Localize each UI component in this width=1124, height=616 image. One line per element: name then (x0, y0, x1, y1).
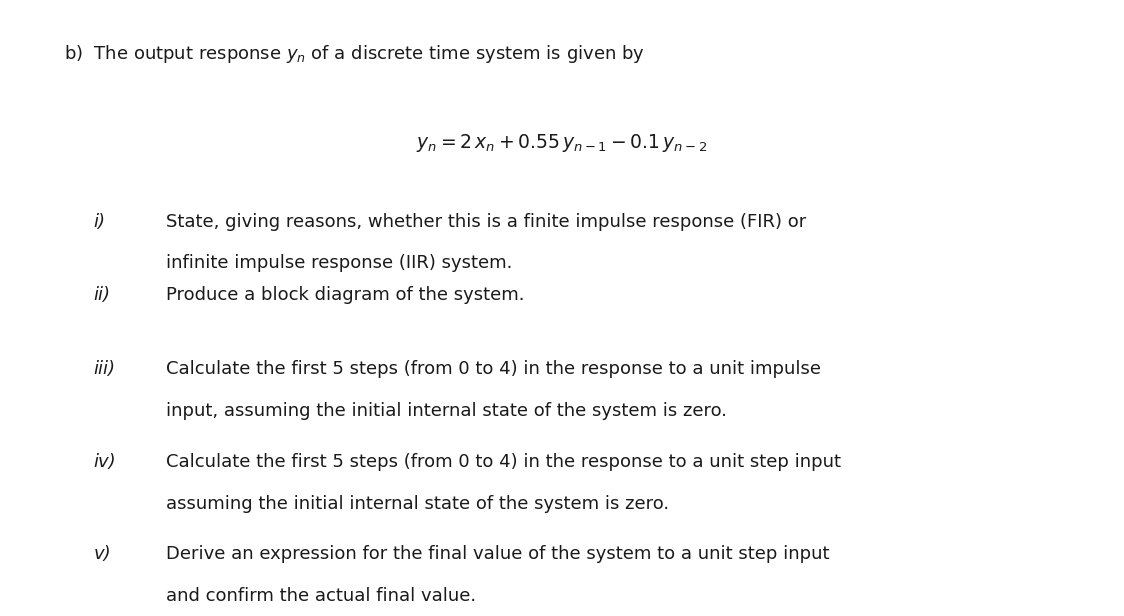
Text: Calculate the first 5 steps (from 0 to 4) in the response to a unit step input: Calculate the first 5 steps (from 0 to 4… (166, 453, 842, 471)
Text: assuming the initial internal state of the system is zero.: assuming the initial internal state of t… (166, 495, 670, 513)
Text: b)  The output response $y_n$ of a discrete time system is given by: b) The output response $y_n$ of a discre… (64, 43, 645, 65)
Text: State, giving reasons, whether this is a finite impulse response (FIR) or: State, giving reasons, whether this is a… (166, 213, 807, 230)
Text: iv): iv) (93, 453, 116, 471)
Text: $y_n = 2\,x_n + 0.55\,y_{n-1} - 0.1\,y_{n-2}$: $y_n = 2\,x_n + 0.55\,y_{n-1} - 0.1\,y_{… (416, 132, 708, 155)
Text: i): i) (93, 213, 106, 230)
Text: Produce a block diagram of the system.: Produce a block diagram of the system. (166, 286, 525, 304)
Text: and confirm the actual final value.: and confirm the actual final value. (166, 587, 477, 605)
Text: ii): ii) (93, 286, 110, 304)
Text: Calculate the first 5 steps (from 0 to 4) in the response to a unit impulse: Calculate the first 5 steps (from 0 to 4… (166, 360, 822, 378)
Text: v): v) (93, 545, 111, 563)
Text: infinite impulse response (IIR) system.: infinite impulse response (IIR) system. (166, 254, 513, 272)
Text: iii): iii) (93, 360, 116, 378)
Text: Derive an expression for the final value of the system to a unit step input: Derive an expression for the final value… (166, 545, 830, 563)
Text: input, assuming the initial internal state of the system is zero.: input, assuming the initial internal sta… (166, 402, 727, 420)
